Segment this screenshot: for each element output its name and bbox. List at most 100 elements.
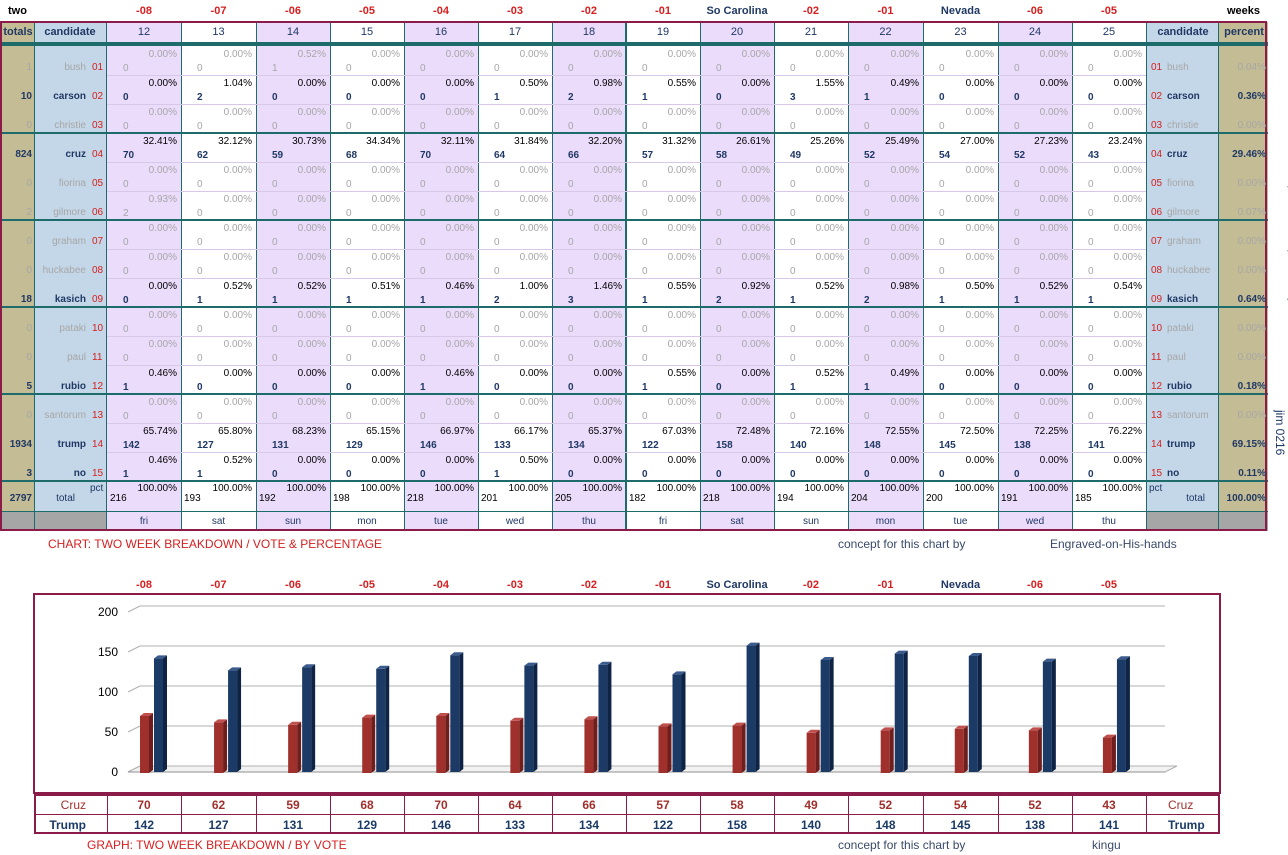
vote-count: 1 bbox=[420, 382, 426, 393]
vote-count: 0 bbox=[420, 266, 426, 277]
column-total-percent: 100.00% bbox=[360, 483, 400, 494]
candidate-number-right: 05 bbox=[1151, 178, 1163, 189]
vote-percent: 0.00% bbox=[371, 310, 400, 321]
right-candidate-header: candidate bbox=[1157, 26, 1209, 38]
candidate-total: 1934 bbox=[9, 439, 32, 450]
column-total-percent: 100.00% bbox=[804, 483, 844, 494]
vote-count: 0 bbox=[346, 237, 352, 248]
vote-count: 0 bbox=[272, 324, 278, 335]
vote-count: 1 bbox=[123, 469, 129, 480]
vote-percent: 0.00% bbox=[667, 339, 696, 350]
header-day-bg bbox=[998, 22, 1072, 43]
row-line bbox=[107, 336, 1146, 337]
vote-percent: 1.04% bbox=[223, 78, 252, 89]
vote-percent: 0.46% bbox=[445, 368, 474, 379]
vote-count: 0 bbox=[272, 469, 278, 480]
vote-percent: 0.00% bbox=[965, 49, 994, 60]
vote-percent: 0.00% bbox=[445, 252, 474, 263]
bar-cruz bbox=[732, 725, 742, 773]
vote-count: 0 bbox=[123, 411, 129, 422]
vote-count: 0 bbox=[939, 179, 945, 190]
vote-percent: 1.55% bbox=[815, 78, 844, 89]
vote-count: 0 bbox=[939, 353, 945, 364]
column-total-percent: 100.00% bbox=[1028, 483, 1068, 494]
vote-percent: 0.00% bbox=[297, 78, 326, 89]
bar-cruz bbox=[658, 726, 668, 773]
vote-percent: 1.46% bbox=[593, 281, 622, 292]
vote-count: 0 bbox=[346, 266, 352, 277]
candidate-percent: 0.00% bbox=[1237, 265, 1266, 276]
candidate-name: huckabee bbox=[42, 265, 86, 276]
vote-count: 0 bbox=[272, 266, 278, 277]
header-day-bg bbox=[700, 22, 774, 43]
candidate-number-right: 14 bbox=[1151, 439, 1163, 450]
total-label: total bbox=[56, 493, 75, 504]
cruz-value: 52 bbox=[878, 798, 893, 812]
vote-count: 0 bbox=[1014, 179, 1020, 190]
day-marker: -02 bbox=[803, 5, 819, 17]
candidate-number-right: 10 bbox=[1151, 323, 1163, 334]
vote-percent: 0.00% bbox=[223, 368, 252, 379]
vote-percent: 0.00% bbox=[223, 310, 252, 321]
vote-percent: 0.00% bbox=[815, 397, 844, 408]
bar-top bbox=[584, 716, 598, 720]
vote-count: 0 bbox=[123, 266, 129, 277]
vote-count: 1 bbox=[939, 295, 945, 306]
column-header: 23 bbox=[954, 26, 967, 38]
column-total: 200 bbox=[926, 493, 943, 504]
vote-count: 0 bbox=[346, 324, 352, 335]
vote-count: 0 bbox=[1014, 266, 1020, 277]
vote-percent: 0.00% bbox=[741, 223, 770, 234]
day-divider bbox=[256, 22, 257, 531]
candidate-name-right: pataki bbox=[1167, 323, 1194, 334]
vote-count: 134 bbox=[568, 440, 585, 451]
vote-count: 0 bbox=[716, 208, 722, 219]
header-day-bg bbox=[404, 22, 478, 43]
bar-top bbox=[672, 671, 686, 675]
bar-cruz bbox=[362, 717, 372, 773]
candidate-number-right: 06 bbox=[1151, 207, 1163, 218]
bar-trump bbox=[968, 656, 978, 772]
column-total-percent: 100.00% bbox=[434, 483, 474, 494]
percent-header: percent bbox=[1224, 26, 1264, 38]
value-table-col-line bbox=[107, 794, 108, 834]
vote-count: 0 bbox=[494, 266, 500, 277]
vote-count: 0 bbox=[939, 411, 945, 422]
chart-category-label: -02 bbox=[581, 579, 597, 591]
candidate-total: 1 bbox=[26, 62, 32, 73]
concept-label-1: concept for this chart by bbox=[838, 537, 966, 551]
vote-percent: 0.00% bbox=[297, 107, 326, 118]
vote-count: 0 bbox=[939, 121, 945, 132]
column-total-percent: 100.00% bbox=[286, 483, 326, 494]
vote-percent: 0.00% bbox=[445, 223, 474, 234]
vote-count: 0 bbox=[420, 353, 426, 364]
candidate-number: 07 bbox=[92, 236, 104, 247]
vote-percent: 0.00% bbox=[741, 49, 770, 60]
bar-trump bbox=[598, 664, 608, 772]
column-header: 16 bbox=[434, 26, 448, 38]
vote-count: 0 bbox=[197, 353, 203, 364]
candidate-number-right: 11 bbox=[1151, 352, 1162, 363]
vote-count: 0 bbox=[420, 237, 426, 248]
vote-percent: 0.00% bbox=[297, 368, 326, 379]
vote-count: 0 bbox=[123, 353, 129, 364]
column-total-percent: 100.00% bbox=[730, 483, 770, 494]
vote-percent: 0.00% bbox=[1039, 165, 1068, 176]
vote-percent: 0.00% bbox=[148, 281, 177, 292]
cruz-value: 58 bbox=[730, 798, 744, 812]
vote-percent: 0.00% bbox=[593, 165, 622, 176]
vote-count: 0 bbox=[272, 179, 278, 190]
weekday-label: sun bbox=[802, 516, 820, 527]
header-candidate-bg bbox=[35, 22, 106, 43]
vote-percent: 65.37% bbox=[588, 426, 622, 437]
bar-top bbox=[214, 719, 228, 723]
weekday-label: mon bbox=[357, 516, 377, 527]
concept-author-2: kingu bbox=[1092, 838, 1121, 852]
value-table-col-line bbox=[626, 794, 627, 834]
candidate-number: 06 bbox=[92, 207, 104, 218]
cruz-value: 62 bbox=[211, 798, 226, 812]
candidate-name-right: graham bbox=[1167, 236, 1201, 247]
bar-top bbox=[746, 642, 760, 646]
vote-count: 0 bbox=[1014, 121, 1020, 132]
vote-percent: 0.00% bbox=[445, 310, 474, 321]
